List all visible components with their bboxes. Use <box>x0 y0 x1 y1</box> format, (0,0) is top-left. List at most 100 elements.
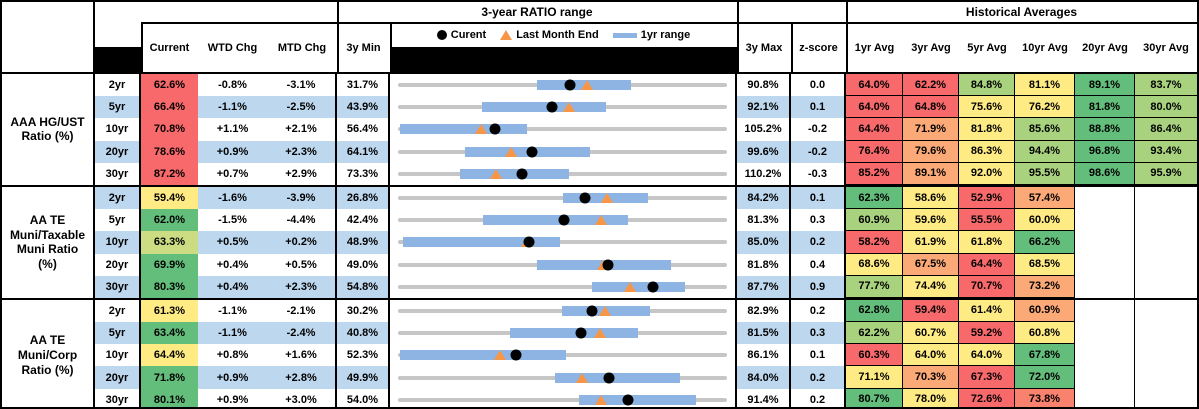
avg-cell: 58.2% <box>846 231 903 254</box>
current-dot <box>575 327 587 339</box>
avg-cell: 70.7% <box>959 275 1015 298</box>
3y-max-cell: 81.5% <box>737 322 791 345</box>
section-title-ratio-range: 3-year RATIO range <box>481 5 593 19</box>
z-score-cell: 0.1 <box>791 96 846 119</box>
z-score-cell: 0.0 <box>791 74 846 97</box>
group-label: AA TE Muni/Taxable Muni Ratio (%) <box>2 186 95 298</box>
group-label: AAA HG/UST Ratio (%) <box>2 74 95 185</box>
range-bar-1yr <box>592 281 685 292</box>
wtd-chg-cell: -1.5% <box>198 209 267 232</box>
current-value-cell: 70.8% <box>141 118 198 141</box>
wtd-chg-cell: +0.9% <box>198 388 267 407</box>
avg-cell: 62.2% <box>903 74 959 97</box>
avg-cell: 57.4% <box>1015 186 1075 210</box>
current-dot <box>523 236 535 248</box>
wtd-chg-cell: +1.1% <box>198 118 267 141</box>
last-month-triangle <box>494 350 507 361</box>
range-track <box>398 284 727 289</box>
current-value-cell: 71.8% <box>141 366 198 389</box>
ratio-group: AAA HG/UST Ratio (%) 2yr 62.6% -0.8% -3.1% 31… <box>2 74 1197 185</box>
current-dot <box>602 259 614 271</box>
3y-max-cell: 110.2% <box>737 162 791 185</box>
range-chart-cell <box>390 366 737 389</box>
current-value-cell: 62.6% <box>141 74 198 97</box>
avg-cell: 79.6% <box>903 140 959 163</box>
avg-cell-empty <box>1135 299 1197 323</box>
avg-cell: 94.4% <box>1015 140 1075 163</box>
avg-cell: 86.3% <box>959 140 1015 163</box>
chart-legend: Curent Last Month End 1yr range <box>390 23 737 47</box>
avg-cell: 98.6% <box>1075 162 1135 185</box>
avg-cell: 55.5% <box>959 209 1015 232</box>
divider <box>737 2 739 74</box>
table-header: 3-year RATIO range Historical Averages C… <box>2 2 1197 74</box>
avg-cell: 60.8% <box>1015 322 1075 345</box>
mtd-chg-cell: +2.3% <box>267 140 337 163</box>
3y-min-cell: 31.7% <box>337 74 390 97</box>
table-row: 10yr 63.3% +0.5% +0.2% 48.9% 85.0% 0.2 58.2% 61.… <box>95 231 1197 254</box>
avg-cell: 64.4% <box>846 118 903 141</box>
header-divider <box>141 22 1197 24</box>
current-dot <box>579 192 591 204</box>
current-value-cell: 80.3% <box>141 275 198 298</box>
range-track <box>398 397 727 402</box>
avg-cell: 59.4% <box>903 299 959 323</box>
avg-cell-empty <box>1135 366 1197 389</box>
mtd-chg-cell: -4.4% <box>267 209 337 232</box>
wtd-chg-cell: +0.8% <box>198 344 267 367</box>
avg-cell: 60.7% <box>903 322 959 345</box>
tenor-cell: 20yr <box>95 253 141 276</box>
avg-cell: 62.8% <box>846 299 903 323</box>
avg-cell: 88.8% <box>1075 118 1135 141</box>
avg-cell: 67.8% <box>1015 344 1075 367</box>
ratio-group: AA TE Muni/Corp Ratio (%) 2yr 61.3% -1.1% -2… <box>2 297 1197 407</box>
z-score-cell: 0.3 <box>791 322 846 345</box>
z-score-cell: 0.2 <box>791 366 846 389</box>
legend-1yr-range: 1yr range <box>612 29 690 41</box>
col-header-10yr-avg: 10yr Avg <box>1022 41 1068 54</box>
avg-cell: 76.4% <box>846 140 903 163</box>
col-header-1yr-avg: 1yr Avg <box>854 41 895 54</box>
wtd-chg-cell: -0.8% <box>198 74 267 97</box>
mtd-chg-cell: +0.5% <box>267 253 337 276</box>
current-value-cell: 62.0% <box>141 209 198 232</box>
section-title-historical-averages: Historical Averages <box>965 5 1078 19</box>
avg-cell: 80.7% <box>846 388 903 407</box>
tenor-cell: 2yr <box>95 299 141 323</box>
avg-cell-empty <box>1075 253 1135 276</box>
mtd-chg-cell: +3.0% <box>267 388 337 407</box>
tenor-header-black-cell <box>95 47 141 72</box>
current-value-cell: 64.4% <box>141 344 198 367</box>
3y-max-cell: 82.9% <box>737 299 791 323</box>
col-header-wtd-chg: WTD Chg <box>207 41 258 54</box>
avg-cell: 64.4% <box>959 253 1015 276</box>
avg-cell: 64.8% <box>903 96 959 119</box>
group-label: AA TE Muni/Corp Ratio (%) <box>2 299 95 407</box>
range-chart-cell <box>390 231 737 254</box>
wtd-chg-cell: +0.4% <box>198 275 267 298</box>
last-month-triangle <box>599 305 612 316</box>
table-row: 20yr 71.8% +0.9% +2.8% 49.9% 84.0% 0.2 71.1% 70.… <box>95 366 1197 389</box>
wtd-chg-cell: -1.6% <box>198 186 267 210</box>
avg-cell: 64.0% <box>959 344 1015 367</box>
table-row: 10yr 64.4% +0.8% +1.6% 52.3% 86.1% 0.1 60.3% 64.… <box>95 344 1197 367</box>
avg-cell: 84.8% <box>959 74 1015 97</box>
current-dot <box>526 146 538 158</box>
range-chart-cell <box>390 74 737 97</box>
avg-cell: 64.0% <box>903 344 959 367</box>
tenor-cell: 5yr <box>95 209 141 232</box>
current-value-cell: 63.3% <box>141 231 198 254</box>
legend-current-label: Curent <box>450 29 487 41</box>
range-chart-cell <box>390 322 737 345</box>
range-bar-1yr <box>481 102 607 113</box>
avg-cell-empty <box>1075 209 1135 232</box>
divider <box>390 23 392 74</box>
avg-cell: 80.0% <box>1135 96 1197 119</box>
mtd-chg-cell: -3.1% <box>267 74 337 97</box>
3y-max-cell: 105.2% <box>737 118 791 141</box>
current-dot-icon <box>436 30 447 40</box>
3y-min-cell: 49.9% <box>337 366 390 389</box>
col-header-20yr-avg: 20yr Avg <box>1082 41 1128 54</box>
avg-cell: 68.6% <box>846 253 903 276</box>
z-score-cell: 0.2 <box>791 231 846 254</box>
